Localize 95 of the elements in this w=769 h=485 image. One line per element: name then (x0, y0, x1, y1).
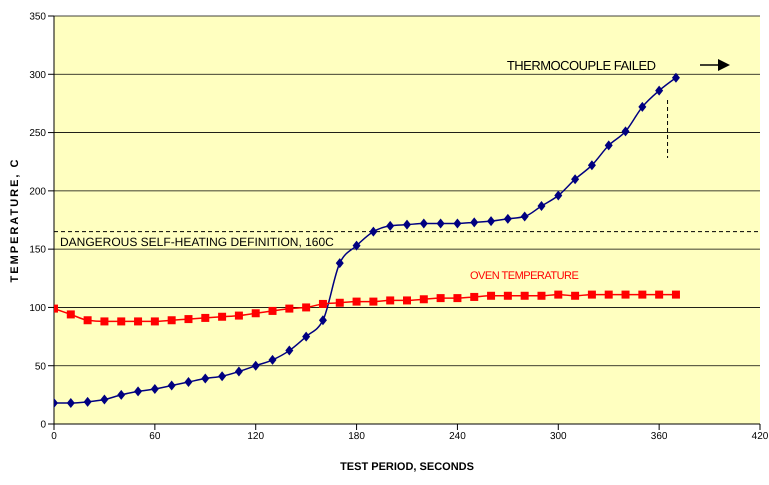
point (420, 218, 428, 228)
point (285, 346, 294, 356)
point (386, 296, 394, 304)
x-axis-title: TEST PERIOD, SECONDS (340, 461, 474, 473)
x-tick-label: 420 (752, 431, 769, 442)
point (672, 290, 680, 299)
x-tick-label: 180 (348, 431, 366, 442)
point (302, 332, 310, 342)
point (285, 304, 294, 313)
y-tick-label: 0 (40, 420, 46, 431)
point (487, 216, 496, 226)
point (252, 309, 260, 318)
x-tick-label: 60 (149, 431, 161, 442)
point (622, 290, 630, 299)
point (234, 312, 243, 320)
point (66, 310, 75, 318)
point (571, 174, 580, 184)
point (588, 290, 596, 299)
point (571, 292, 580, 300)
point (218, 312, 226, 321)
point (622, 126, 630, 136)
y-axis-title: TEMPERATURE, C (8, 158, 21, 282)
point (588, 160, 596, 170)
point (453, 218, 462, 228)
point (554, 290, 562, 299)
point (184, 315, 192, 324)
y-tick-label: 150 (29, 244, 46, 256)
point (218, 371, 226, 382)
point (604, 290, 613, 299)
point (470, 217, 478, 228)
point (672, 72, 680, 83)
point (369, 226, 378, 237)
x-tick-label: 0 (51, 431, 58, 442)
point (453, 294, 462, 302)
point (168, 316, 176, 324)
point (655, 290, 664, 299)
point (487, 292, 496, 300)
point (520, 212, 529, 222)
point (201, 374, 210, 384)
x-tick-label: 300 (550, 431, 568, 442)
point (150, 317, 159, 326)
x-tick-label: 240 (449, 431, 466, 442)
point (520, 292, 529, 300)
point (318, 300, 327, 308)
point (117, 317, 126, 326)
point (470, 292, 478, 301)
point (84, 316, 92, 324)
y-tick-label: 100 (29, 302, 46, 314)
point (302, 303, 310, 312)
x-tick-label: 120 (247, 431, 264, 442)
point (252, 360, 260, 371)
point (403, 220, 411, 230)
point (638, 290, 646, 299)
point (537, 201, 546, 212)
y-tick-label: 200 (29, 186, 46, 198)
y-tick-label: 50 (34, 361, 46, 372)
point (150, 384, 159, 394)
point (201, 314, 210, 322)
point (84, 396, 92, 407)
point (134, 386, 142, 396)
ref-line-label: DANGEROUS SELF-HEATING DEFINITION, 160C (60, 235, 334, 250)
point (554, 190, 562, 201)
point (403, 296, 411, 304)
point (336, 258, 344, 268)
point (436, 218, 445, 228)
point (234, 366, 243, 377)
point (318, 315, 327, 326)
point (352, 240, 361, 251)
y-tick-label: 350 (29, 12, 46, 23)
point (504, 292, 512, 300)
point (655, 86, 664, 96)
point (537, 292, 546, 300)
point (638, 102, 646, 112)
point (369, 298, 378, 306)
y-tick-label: 250 (29, 128, 46, 140)
point (504, 214, 512, 224)
point (168, 380, 176, 391)
point (268, 354, 277, 365)
x-tick-label: 360 (650, 431, 668, 442)
point (386, 220, 394, 231)
point (268, 306, 277, 315)
point (134, 317, 142, 326)
y-tick-label: 300 (29, 70, 46, 81)
series-label: OVEN TEMPERATURE (470, 270, 578, 282)
ref-line-label: THERMOCOUPLE FAILED (506, 58, 656, 73)
point (184, 377, 192, 388)
point (352, 298, 361, 306)
point (336, 298, 344, 307)
point (100, 317, 108, 326)
point (100, 394, 108, 405)
point (66, 398, 75, 408)
point (117, 390, 126, 400)
point (420, 295, 428, 304)
point (604, 140, 613, 150)
point (436, 294, 445, 302)
